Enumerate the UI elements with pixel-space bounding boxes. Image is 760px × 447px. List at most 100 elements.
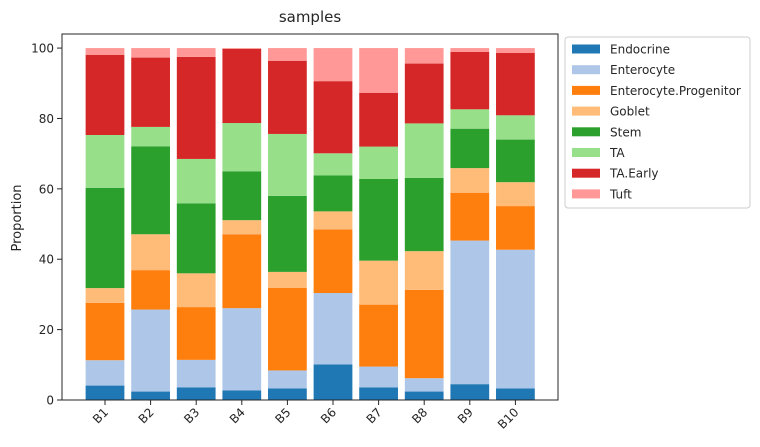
- bar-B4-enterocyte-progenitor: [222, 234, 262, 309]
- bar-B1-stem: [85, 187, 125, 289]
- bar-B6-tuft: [313, 48, 353, 82]
- bar-B4-ta: [222, 123, 262, 172]
- bar-B2-tuft: [131, 48, 170, 58]
- bar-B8-stem: [404, 177, 444, 252]
- bar-B3-enterocyte: [176, 359, 216, 388]
- legend-label: Stem: [610, 125, 641, 139]
- y-axis: 0 20 40 60 80 100: [31, 42, 62, 408]
- bar-B6-enterocyte: [313, 293, 353, 365]
- legend-label: Enterocyte: [610, 63, 675, 77]
- y-tick-label: 80: [39, 112, 54, 126]
- bar-B2-stem: [131, 146, 170, 235]
- bar-B2-goblet: [131, 234, 170, 271]
- bar-B1-goblet: [85, 288, 125, 303]
- bar-B5-stem: [268, 195, 307, 272]
- x-tick-label-B8: B8: [409, 405, 430, 426]
- bar-B3-ta-early: [176, 56, 216, 159]
- bar-B4-ta-early: [222, 48, 262, 124]
- bar-B10-ta-early: [496, 53, 535, 116]
- bar-B5-endocrine: [268, 388, 307, 400]
- bar-B2-enterocyte-progenitor: [131, 270, 170, 310]
- bar-B5-ta: [268, 133, 307, 196]
- bar-B9-stem: [450, 128, 490, 169]
- bar-B3-enterocyte-progenitor: [176, 307, 216, 360]
- bar-B4-enterocyte: [222, 308, 262, 391]
- bar-B7-stem: [359, 178, 398, 261]
- bar-B7-tuft: [359, 48, 398, 93]
- x-tick-label-B6: B6: [318, 405, 339, 426]
- legend-swatch-ta: [572, 148, 600, 157]
- x-tick-label-B3: B3: [181, 405, 202, 426]
- bar-B10-ta: [496, 115, 535, 140]
- bar-B5-enterocyte-progenitor: [268, 287, 307, 371]
- x-tick-label-B4: B4: [227, 405, 248, 426]
- y-axis-label: Proportion: [10, 184, 25, 251]
- legend-label: Endocrine: [610, 43, 670, 57]
- bar-B7-goblet: [359, 260, 398, 305]
- bar-B6-ta: [313, 153, 353, 176]
- legend: Endocrine Enterocyte Enterocyte.Progenitor…: [564, 36, 751, 209]
- bar-B8-tuft: [404, 48, 444, 64]
- legend-swatch-enterocyte: [572, 65, 600, 75]
- legend-label: TA.Early: [609, 167, 659, 181]
- bar-B1-tuft: [85, 48, 125, 55]
- bar-B1-enterocyte: [85, 360, 125, 386]
- legend-label: TA: [609, 146, 625, 160]
- bar-B6-goblet: [313, 211, 353, 230]
- y-tick-label: 60: [39, 182, 54, 196]
- bar-B2-endocrine: [131, 391, 170, 400]
- bar-B9-ta: [450, 109, 490, 129]
- y-tick-label: 20: [39, 323, 54, 337]
- legend-label: Tuft: [609, 187, 632, 201]
- bar-B9-enterocyte: [450, 240, 490, 385]
- bar-B8-enterocyte: [404, 378, 444, 392]
- bar-B7-enterocyte: [359, 366, 398, 388]
- bar-B10-stem: [496, 139, 535, 183]
- bar-B8-endocrine: [404, 391, 444, 400]
- bar-B10-endocrine: [496, 388, 535, 400]
- bar-B3-stem: [176, 203, 216, 274]
- bar-B6-endocrine: [313, 364, 353, 400]
- bars-layer: [85, 48, 535, 400]
- x-tick-label-B1: B1: [90, 405, 111, 426]
- bar-B10-tuft: [496, 48, 535, 54]
- y-tick-label: 100: [31, 42, 54, 56]
- legend-swatch-goblet: [572, 106, 600, 116]
- bar-B1-ta: [85, 135, 125, 188]
- bar-B8-ta-early: [404, 63, 444, 124]
- legend-swatch-tuft: [572, 189, 600, 199]
- bar-B5-goblet: [268, 271, 307, 288]
- bar-B8-ta: [404, 123, 444, 178]
- bar-B4-goblet: [222, 220, 262, 235]
- legend-swatch-enterocyte-progenitor: [572, 85, 600, 95]
- bar-B1-endocrine: [85, 385, 125, 400]
- x-tick-label-B9: B9: [455, 405, 476, 426]
- bar-B9-tuft: [450, 48, 490, 52]
- bar-B4-endocrine: [222, 390, 262, 400]
- bar-B2-enterocyte: [131, 309, 170, 392]
- legend-swatch-stem: [572, 127, 600, 137]
- x-tick-label-B7: B7: [364, 405, 385, 426]
- bar-B9-goblet: [450, 168, 490, 193]
- bar-B10-enterocyte: [496, 249, 535, 389]
- x-tick-label-B10: B10: [495, 405, 522, 432]
- x-tick-label-B5: B5: [272, 405, 293, 426]
- bar-B8-enterocyte-progenitor: [404, 289, 444, 379]
- legend-label: Enterocyte.Progenitor: [610, 84, 741, 98]
- chart-title: samples: [279, 8, 342, 26]
- legend-swatch-ta-early: [572, 168, 600, 178]
- bar-B8-goblet: [404, 251, 444, 290]
- bar-B3-goblet: [176, 273, 216, 308]
- bar-B9-enterocyte-progenitor: [450, 192, 490, 241]
- y-tick-label: 40: [39, 253, 54, 267]
- bar-B6-enterocyte-progenitor: [313, 229, 353, 294]
- bar-B4-tuft: [222, 48, 262, 49]
- bar-B5-tuft: [268, 48, 307, 61]
- bar-B3-tuft: [176, 48, 216, 57]
- bar-B7-endocrine: [359, 387, 398, 400]
- bar-B5-enterocyte: [268, 370, 307, 389]
- y-tick-label: 0: [46, 394, 54, 408]
- bar-B3-ta: [176, 158, 216, 204]
- bar-B10-enterocyte-progenitor: [496, 206, 535, 250]
- bar-B9-endocrine: [450, 384, 490, 400]
